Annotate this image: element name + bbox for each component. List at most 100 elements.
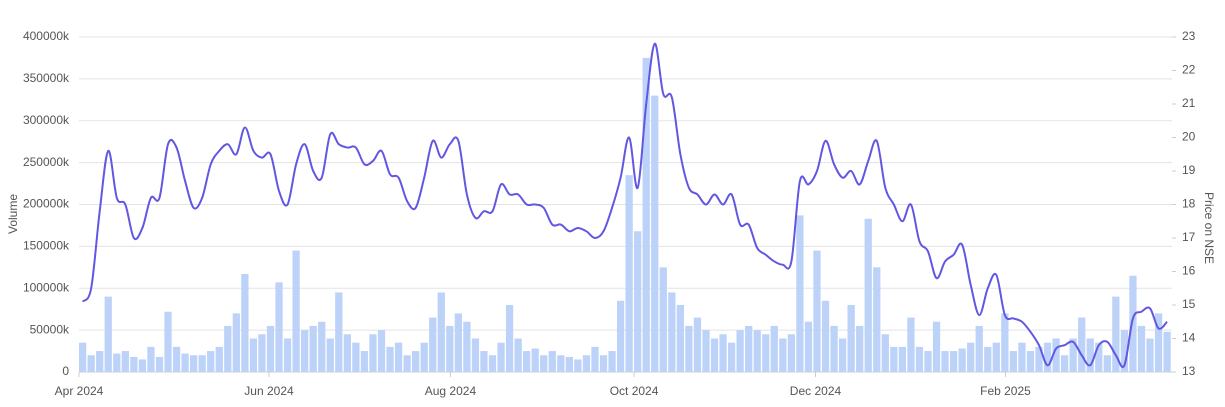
y-axis-title: Volume: [6, 194, 20, 234]
volume-bar: [96, 351, 104, 372]
volume-bar: [113, 353, 121, 372]
volume-bar: [343, 334, 351, 372]
volume-bar: [224, 325, 232, 372]
volume-bar: [454, 313, 462, 372]
volume-bar: [702, 330, 710, 372]
volume-bar: [266, 325, 275, 372]
volume-bar: [1129, 275, 1137, 372]
volume-bar: [429, 317, 437, 372]
volume-bar: [1163, 331, 1171, 372]
volume-bar: [1060, 355, 1069, 372]
volume-bar: [710, 338, 719, 372]
volume-bar: [779, 338, 787, 372]
y2-tick-label: 13: [1182, 364, 1196, 378]
x-tick-label: Aug 2024: [425, 384, 477, 398]
volume-bar: [1095, 342, 1103, 372]
volume-bar: [676, 305, 684, 372]
volume-bar: [1001, 313, 1009, 372]
volume-bar: [309, 325, 317, 372]
volume-bar: [283, 338, 292, 372]
volume-bar: [753, 330, 761, 372]
volume-bar: [437, 292, 445, 372]
volume-bar: [369, 334, 377, 372]
volume-bar: [830, 325, 838, 372]
volume-bar: [514, 338, 522, 372]
volume-bar: [463, 321, 471, 372]
x-tick-label: Apr 2024: [55, 384, 104, 398]
volume-bar: [873, 267, 881, 372]
volume-bar: [821, 300, 830, 372]
volume-bar: [1043, 342, 1052, 372]
y2-tick-label: 22: [1182, 63, 1196, 77]
volume-bar: [394, 342, 403, 372]
volume-bar: [685, 325, 693, 372]
volume-bar: [540, 355, 548, 372]
volume-bar: [574, 359, 582, 372]
volume-bar: [360, 351, 369, 372]
volume-bar: [249, 338, 258, 372]
volume-bar: [318, 321, 326, 372]
y2-tick-label: 17: [1182, 230, 1196, 244]
volume-bar: [736, 330, 744, 372]
volume-bar: [292, 250, 300, 372]
volume-bar: [87, 355, 95, 372]
volume-bar: [770, 325, 778, 372]
volume-bar: [898, 346, 907, 372]
volume-bar: [130, 356, 138, 372]
volume-bar: [634, 231, 642, 372]
volume-bar: [497, 342, 505, 372]
volume-bar: [1078, 317, 1086, 372]
volume-bar: [1120, 330, 1129, 372]
volume-bar: [915, 346, 924, 372]
volume-bar: [79, 342, 87, 372]
volume-bar: [813, 250, 821, 372]
volume-bar: [1086, 338, 1094, 372]
volume-bar: [275, 282, 283, 372]
volume-bar: [591, 346, 599, 372]
volume-bar: [258, 334, 266, 372]
volume-bar: [599, 355, 608, 372]
volume-bar: [505, 305, 514, 372]
volume-bar: [967, 342, 975, 372]
y-tick-label: 300000k: [23, 113, 70, 127]
x-tick-label: Jun 2024: [244, 384, 294, 398]
volume-bar: [907, 317, 915, 372]
y2-axis-title: Price on NSE: [1202, 192, 1216, 264]
y2-tick-label: 15: [1182, 297, 1196, 311]
volume-bar: [719, 334, 727, 372]
volume-bar: [582, 355, 591, 372]
y2-tick-label: 19: [1182, 163, 1196, 177]
volume-bar: [924, 351, 932, 372]
volume-bar: [625, 175, 633, 372]
volume-bar: [1035, 346, 1043, 372]
volume-bar: [301, 330, 309, 372]
volume-bar: [864, 218, 872, 372]
volume-bar: [138, 359, 147, 372]
volume-bar: [762, 334, 770, 372]
volume-bar: [941, 351, 949, 372]
volume-bar: [232, 313, 240, 372]
volume-bar: [1009, 351, 1018, 372]
volume-bar: [326, 338, 334, 372]
volume-bar: [881, 334, 889, 372]
volume-bar: [890, 346, 898, 372]
volume-bar: [1103, 355, 1111, 372]
volume-bar: [616, 300, 625, 372]
volume-bar: [1026, 351, 1035, 372]
volume-bar: [377, 330, 386, 372]
volume-bar: [787, 334, 796, 372]
volume-bar: [838, 338, 847, 372]
volume-bar: [608, 351, 616, 372]
volume-bar: [386, 346, 394, 372]
volume-bar: [198, 355, 206, 372]
volume-bar: [104, 296, 112, 372]
volume-bar: [488, 355, 497, 372]
volume-bar: [659, 267, 667, 372]
volume-bar: [727, 342, 736, 372]
volume-bar: [1069, 338, 1077, 372]
volume-bar: [412, 351, 420, 372]
volume-bar: [984, 346, 992, 372]
volume-bar: [796, 215, 804, 372]
volume-bar: [847, 305, 855, 372]
